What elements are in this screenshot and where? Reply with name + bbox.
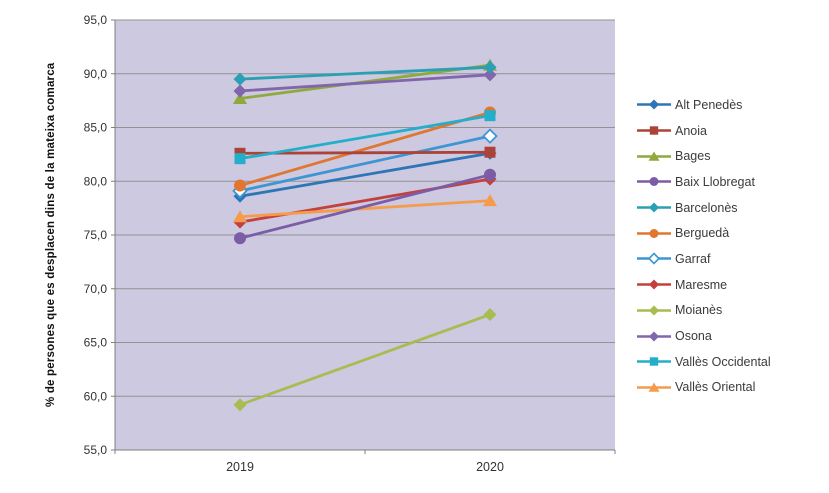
legend-label: Baix Llobregat [675,174,755,189]
series-line [238,65,492,81]
legend-marker-icon [637,252,671,266]
legend-marker-icon [637,382,671,392]
legend-item: Garraf [636,246,771,272]
legend-item: Vallès Occidental [636,349,771,375]
legend-label: Osona [675,329,712,344]
y-tick-label: 55,0 [84,443,108,457]
legend-marker-icon [637,177,671,187]
legend-marker-icon [637,279,671,290]
series-line [238,150,492,155]
y-tick-label: 80,0 [84,174,108,188]
series-line [238,173,492,240]
y-tick-label: 75,0 [84,228,108,242]
marker-triangle [483,194,497,207]
marker-diamond [233,84,247,98]
legend-label: Bages [675,149,711,164]
legend-marker-icon [637,202,671,213]
marker-diamond [233,398,247,412]
marker-triangle [233,210,247,223]
legend-label: Berguedà [675,226,730,241]
legend-marker-icon [637,99,671,110]
marker-triangle [233,91,247,104]
marker-square [484,146,496,158]
legend-item: Baix Llobregat [636,169,771,195]
y-axis-title: % de persones que es desplacen dins de l… [45,62,57,408]
legend-label: Garraf [675,251,711,266]
y-tick-label: 95,0 [84,13,108,27]
marker-diamond [233,72,247,86]
legend-label: Alt Penedès [675,97,743,112]
legend-marker-icon [637,305,671,316]
marker-circle [234,232,246,245]
legend-item: Anoia [636,118,771,144]
legend-item: Maresme [636,272,771,298]
legend-item: Bages [636,143,771,169]
marker-square [234,153,246,165]
series-line [238,151,492,198]
y-tick-label: 85,0 [84,121,108,135]
legend-marker-icon [637,331,671,342]
marker-diamond [483,60,497,74]
legend-marker-icon [637,357,671,366]
legend-item: Moianès [636,298,771,324]
marker-circle [234,179,246,192]
legend-item: Vallès Oriental [636,375,771,401]
y-tick-label: 70,0 [84,282,108,296]
series-line [238,134,492,193]
legend-label: Vallès Occidental [675,354,771,369]
series-line [238,313,492,407]
legend-marker-icon [637,228,671,238]
legend-item: Barcelonès [636,195,771,221]
legend-item: Osona [636,323,771,349]
legend-label: Vallès Oriental [675,380,756,395]
marker-diamond [483,308,497,322]
y-tick-label: 65,0 [84,336,108,350]
marker-open-diamond [482,128,498,144]
legend-marker-icon [637,151,671,161]
x-category-label: 2019 [226,460,254,474]
marker-square [484,110,496,122]
legend-label: Anoia [675,123,707,138]
x-category-label: 2020 [476,460,504,474]
legend-label: Moianès [675,303,723,318]
legend-marker-icon [637,126,671,135]
legend-label: Barcelonès [675,200,738,215]
legend-label: Maresme [675,277,728,292]
legend-item: Alt Penedès [636,92,771,118]
series-line [238,114,492,161]
series-line [238,111,492,187]
series-line [238,73,492,93]
marker-diamond [483,68,497,82]
chart-legend: Alt Penedès Anoia Bages Baix Llobregat Barce… [636,92,771,400]
series-line [238,199,492,219]
y-tick-label: 90,0 [84,67,108,81]
marker-circle [484,168,496,181]
y-tick-label: 60,0 [84,389,108,403]
legend-item: Berguedà [636,220,771,246]
